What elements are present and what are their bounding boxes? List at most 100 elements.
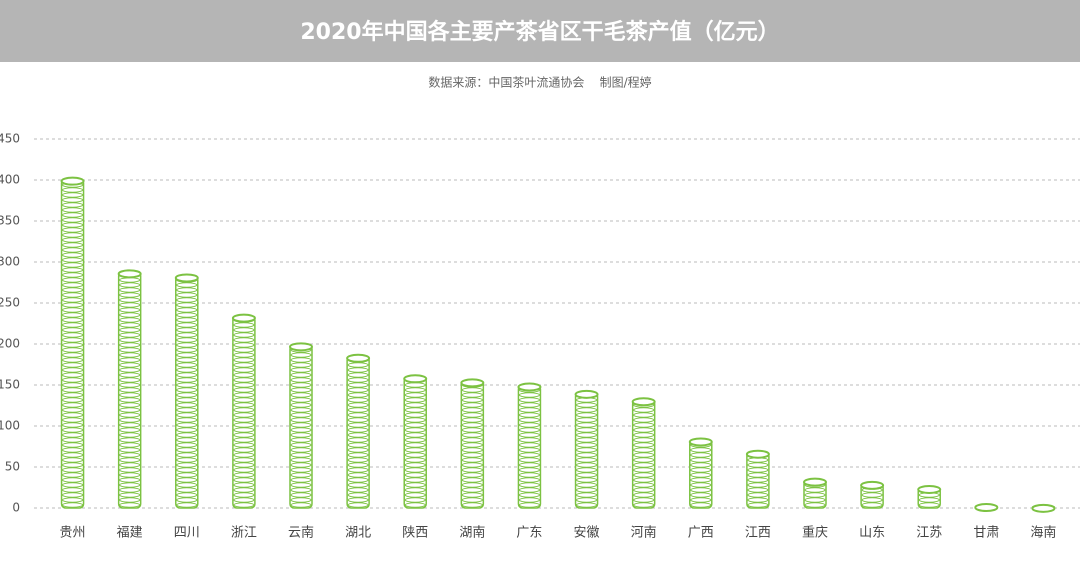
coin-top xyxy=(860,480,885,490)
coin-ring xyxy=(176,302,198,308)
coin-ring xyxy=(633,452,655,458)
coin-ring xyxy=(404,432,426,438)
coin-ring xyxy=(404,447,426,453)
coin-ring xyxy=(119,387,141,393)
coin-ring xyxy=(347,502,369,508)
coin-ring xyxy=(633,422,655,428)
coin-ring xyxy=(461,467,483,473)
coin-ring xyxy=(119,337,141,343)
coin-ring xyxy=(119,487,141,493)
coin-ring xyxy=(461,462,483,468)
coin-ring xyxy=(461,452,483,458)
coin-ring xyxy=(119,392,141,398)
coin-ring xyxy=(62,257,84,263)
x-tick-label: 浙江 xyxy=(231,526,257,541)
coin-top xyxy=(117,269,142,279)
coin-ring xyxy=(404,482,426,488)
coin-ring xyxy=(62,327,84,333)
coin-ring xyxy=(62,202,84,208)
coin-ring xyxy=(633,412,655,418)
coin-ring xyxy=(233,502,255,508)
coin-ring xyxy=(518,492,540,498)
coin-ring xyxy=(290,462,312,468)
coin-ring xyxy=(461,472,483,478)
coin-ring xyxy=(233,477,255,483)
coin-ring xyxy=(233,322,255,328)
coin-ring xyxy=(690,482,712,488)
coin-ring xyxy=(119,402,141,408)
coin-ring xyxy=(576,412,598,418)
coin-top xyxy=(631,397,656,407)
coin-ring xyxy=(633,487,655,493)
coin-ring xyxy=(233,357,255,363)
coin-ring xyxy=(233,387,255,393)
coin-ring xyxy=(804,492,826,498)
coin-ring xyxy=(62,397,84,403)
coin-ring xyxy=(119,412,141,418)
coin-ring xyxy=(576,402,598,408)
coin-ring xyxy=(233,382,255,388)
coin-ring xyxy=(404,492,426,498)
coin-ring xyxy=(176,322,198,328)
coin-ring xyxy=(576,497,598,503)
coin-ring xyxy=(62,212,84,218)
coin-ring xyxy=(461,457,483,463)
coin-ring xyxy=(290,427,312,433)
coin-ring xyxy=(461,487,483,493)
coin-ring xyxy=(176,467,198,473)
coin-ring xyxy=(62,407,84,413)
coin-top xyxy=(60,176,85,186)
coin-ring xyxy=(62,417,84,423)
coin-ring xyxy=(633,482,655,488)
coin-ring xyxy=(290,412,312,418)
coin-ring xyxy=(918,497,940,503)
coin-ring xyxy=(176,347,198,353)
coin-ring xyxy=(119,437,141,443)
coin-ring xyxy=(290,437,312,443)
coin-ring xyxy=(62,267,84,273)
coin-ring xyxy=(461,427,483,433)
coin-ring xyxy=(119,492,141,498)
coin-ring xyxy=(290,407,312,413)
coin-ring xyxy=(347,442,369,448)
coin-ring xyxy=(633,497,655,503)
coin-ring xyxy=(233,462,255,468)
coin-ring xyxy=(119,377,141,383)
coin-ring xyxy=(176,472,198,478)
coin-ring xyxy=(576,442,598,448)
coin-ring xyxy=(176,397,198,403)
coin-top xyxy=(403,374,428,384)
coin-ring xyxy=(176,317,198,323)
coin-ring xyxy=(233,452,255,458)
coin-ring xyxy=(62,312,84,318)
coin-top xyxy=(745,449,770,459)
x-tick-label: 贵州 xyxy=(60,526,86,541)
coin-ring xyxy=(404,502,426,508)
coin-ring xyxy=(747,477,769,483)
coin-ring xyxy=(119,322,141,328)
coin-ring xyxy=(347,437,369,443)
coin-ring xyxy=(690,457,712,463)
coin-ring xyxy=(62,317,84,323)
coin-top xyxy=(517,382,542,392)
coin-ring xyxy=(62,297,84,303)
coin-ring xyxy=(233,417,255,423)
coin-ring xyxy=(347,407,369,413)
coin-ring xyxy=(404,452,426,458)
coin-ring xyxy=(176,487,198,493)
x-tick-label: 云南 xyxy=(288,525,314,541)
coin-ring xyxy=(518,477,540,483)
coin-ring xyxy=(176,352,198,358)
coin-ring xyxy=(347,462,369,468)
coin-ring xyxy=(290,457,312,463)
y-tick-label: 350 xyxy=(0,214,20,228)
coin-ring xyxy=(861,497,883,503)
coin-ring xyxy=(690,472,712,478)
coin-ring xyxy=(176,442,198,448)
coin-ring xyxy=(62,302,84,308)
coin-ring xyxy=(233,497,255,503)
coin-ring xyxy=(119,347,141,353)
coin-ring xyxy=(233,402,255,408)
coin-ring xyxy=(861,502,883,508)
coin-ring xyxy=(62,207,84,213)
